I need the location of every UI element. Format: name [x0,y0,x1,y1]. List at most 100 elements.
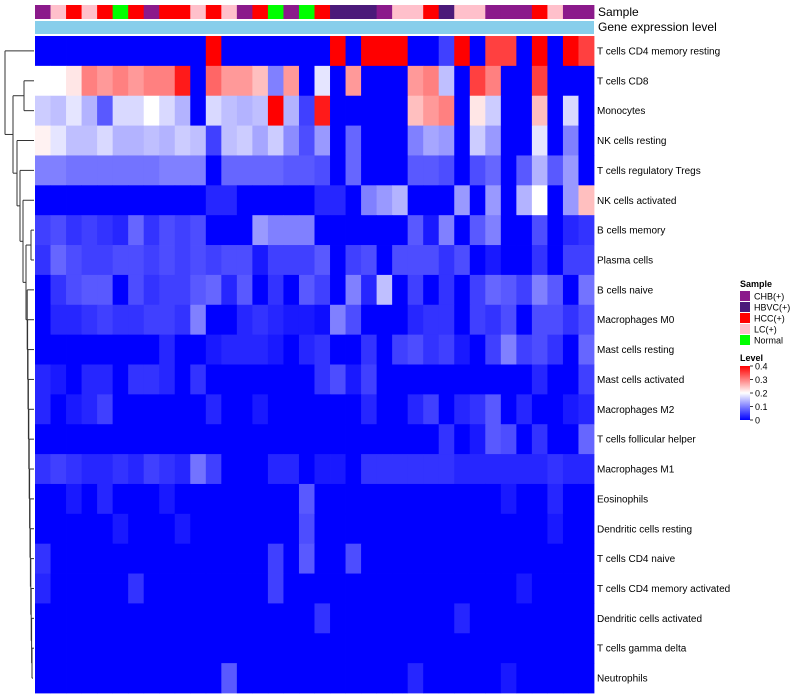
heatmap-cell [81,185,98,216]
heatmap-cell [112,185,129,216]
heatmap-cell [267,245,284,276]
heatmap-cell [50,36,67,67]
heatmap-cell [500,454,517,485]
level-legend-ticks: 0.4 0.3 0.2 0.1 0 [750,362,768,426]
row-label: B cells naive [597,285,654,296]
heatmap-cell [159,483,176,515]
heatmap-cell [221,125,238,156]
heatmap-cell [438,573,455,604]
sample-annotation-cell [298,5,315,19]
heatmap-cell [50,334,67,365]
heatmap-cell [578,543,595,574]
heatmap-cell [500,95,517,126]
heatmap-cell [485,424,502,455]
expression-track-label: Gene expression level [598,20,717,34]
heatmap-cell [128,483,145,515]
row-label: NK cells activated [597,196,676,207]
heatmap-cell [578,603,595,634]
heatmap-cell [547,245,564,276]
heatmap-cell [267,364,284,395]
level-legend-title: Level [740,353,763,363]
heatmap-cell [562,663,579,694]
heatmap-cell [236,125,253,156]
heatmap-cell [159,663,176,694]
heatmap-cell [485,125,502,156]
heatmap-cell [50,185,67,216]
heatmap-cell [516,513,533,545]
heatmap-cell [66,155,82,186]
heatmap-cell [221,274,238,306]
heatmap-cell [376,185,393,216]
heatmap-cell [221,424,238,455]
heatmap-cell [423,185,440,216]
heatmap-cell [236,155,253,186]
heatmap-cell [438,95,455,126]
heatmap-cell [221,543,238,574]
heatmap-cell [267,95,284,126]
heatmap-cell [407,394,424,425]
heatmap-cell [81,513,98,545]
heatmap-cell [345,633,362,664]
heatmap-cell [531,633,548,664]
heatmap-cell [190,36,207,67]
level-legend-tick-label: 0.1 [755,402,768,412]
level-legend-tick-label: 0 [755,416,760,426]
heatmap-cell [330,215,346,246]
heatmap-cell [128,95,145,126]
heatmap-cell [128,274,145,306]
sample-annotation-cell [174,5,191,19]
heatmap-cell [578,454,595,485]
heatmap-cell [283,36,300,67]
heatmap-cell [345,95,362,126]
heatmap-cell [50,513,67,545]
heatmap-cell [283,125,300,156]
sample-annotation-cell [330,5,346,19]
heatmap-cell [298,65,315,97]
heatmap-cell [531,245,548,276]
heatmap-cell [485,573,502,604]
heatmap-cell [500,573,517,604]
heatmap-cell [531,95,548,126]
heatmap-cell [469,334,486,365]
heatmap-cell [516,215,533,246]
heatmap-cell [283,394,300,425]
heatmap-cell [174,573,191,604]
heatmap-cell [128,334,145,365]
heatmap-cell [81,245,98,276]
heatmap-cell [376,36,393,67]
heatmap-cell [423,663,440,694]
row-label: Eosinophils [597,494,648,505]
heatmap-cell [407,633,424,664]
heatmap-cell [330,663,346,694]
heatmap-cell [66,573,82,604]
heatmap-cell [438,155,455,186]
heatmap-cell [547,65,564,97]
heatmap-cell [112,125,129,156]
heatmap-cell [221,663,238,694]
heatmap-cell [267,663,284,694]
heatmap-cell [376,394,393,425]
heatmap-cell [516,155,533,186]
heatmap-cell [314,245,331,276]
heatmap-cell [578,483,595,515]
heatmap-cell [128,454,145,485]
heatmap-cell [547,663,564,694]
heatmap-cell [547,95,564,126]
sample-annotation-cell [500,5,517,19]
heatmap-cell [392,364,409,395]
heatmap-cell [392,95,409,126]
row-label: Neutrophils [597,674,648,685]
heatmap-cell [143,65,160,97]
heatmap-cell [562,334,579,365]
heatmap-cell [81,394,98,425]
heatmap-cell [562,36,579,67]
heatmap-cell [112,543,129,574]
heatmap-cell [361,573,378,604]
heatmap-cell [236,215,253,246]
heatmap-cell [547,633,564,664]
heatmap-cell [345,36,362,67]
heatmap-cell [500,215,517,246]
sample-annotation-cell [562,5,579,19]
heatmap-cell [174,603,191,634]
heatmap-cell [66,36,82,67]
